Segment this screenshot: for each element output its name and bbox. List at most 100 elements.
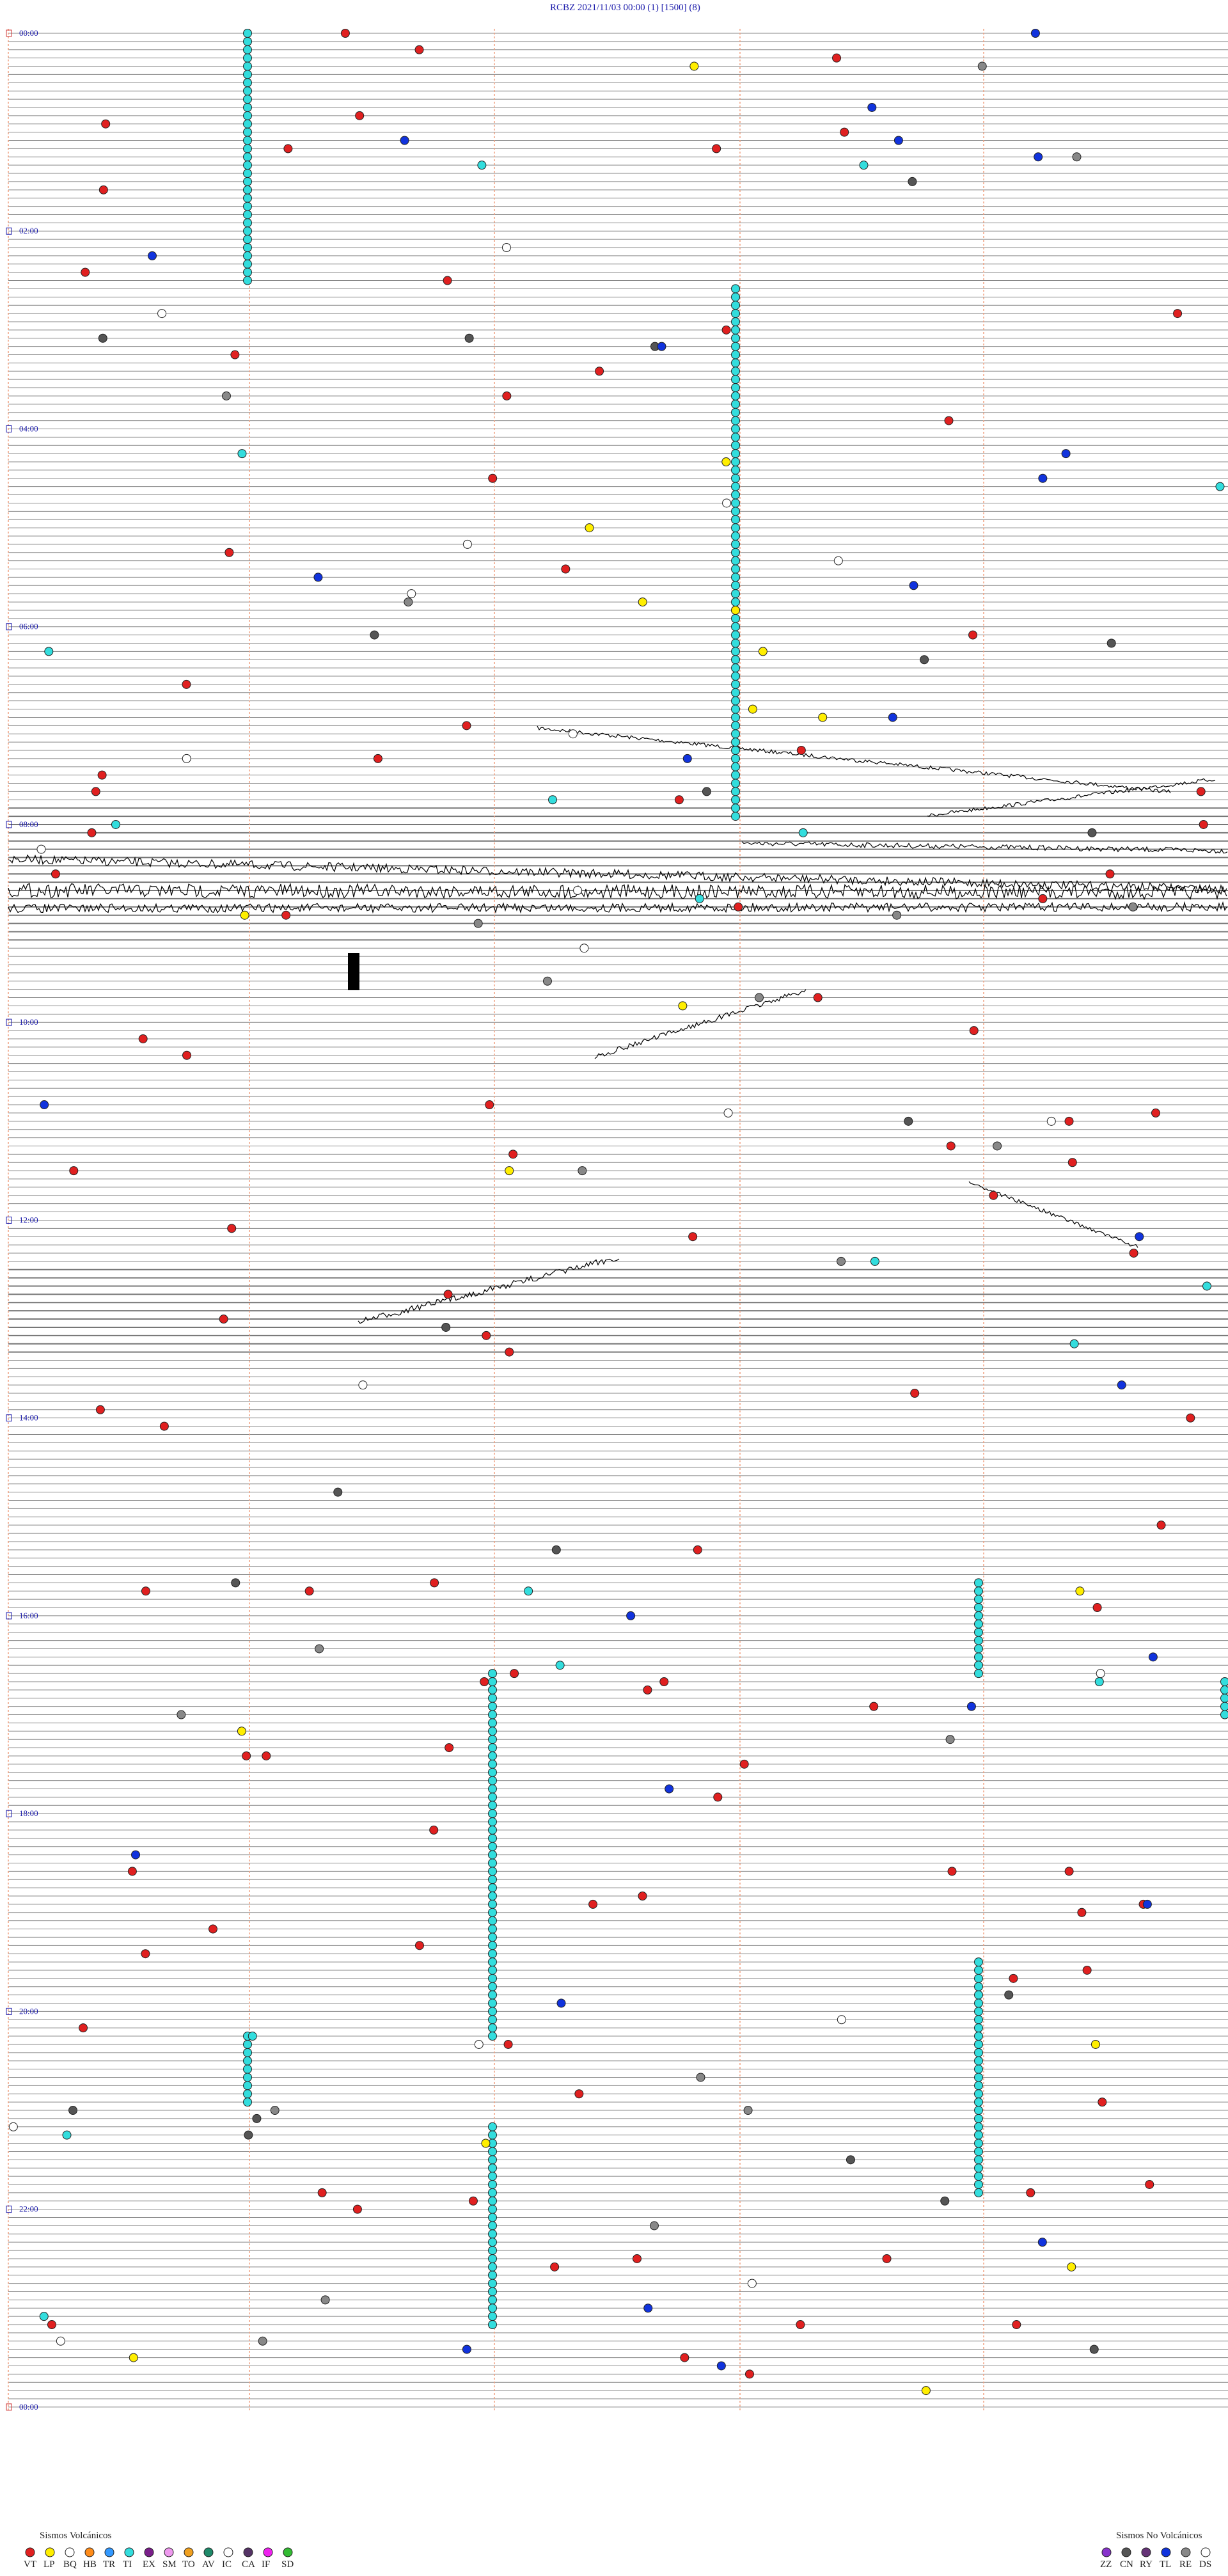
event [488, 2172, 497, 2181]
event [1004, 1990, 1014, 2000]
event [657, 342, 666, 351]
event [244, 2130, 253, 2140]
event [632, 2254, 642, 2263]
event [908, 177, 917, 186]
event [731, 696, 740, 706]
event [488, 1842, 497, 1851]
event [1148, 1652, 1158, 1662]
event [141, 1949, 150, 1959]
event [643, 2303, 653, 2313]
event [974, 2114, 983, 2123]
hour-bracket [6, 1018, 12, 1026]
event [462, 2344, 471, 2354]
event [1009, 1973, 1018, 1983]
event [243, 235, 252, 244]
event [731, 622, 740, 631]
event [243, 78, 252, 88]
event [1064, 1867, 1074, 1876]
legend-label: VT [24, 2559, 36, 2570]
legend-label: IF [262, 2559, 270, 2570]
event [731, 399, 740, 409]
event [243, 2073, 252, 2082]
legend-swatch [1181, 2547, 1191, 2557]
event [974, 1636, 983, 1645]
event [87, 828, 97, 837]
event [477, 161, 487, 170]
event [731, 754, 740, 763]
event [488, 1867, 497, 1876]
event [747, 2279, 757, 2288]
event [488, 2238, 497, 2247]
event [974, 2172, 983, 2181]
event [665, 1784, 674, 1794]
event [488, 2188, 497, 2197]
event [867, 102, 877, 112]
event [731, 688, 740, 697]
event [98, 333, 107, 343]
event [974, 2007, 983, 2016]
event [1038, 894, 1048, 903]
event [243, 2064, 252, 2074]
event [974, 1990, 983, 2000]
event [796, 2320, 805, 2330]
event [731, 679, 740, 689]
event [731, 738, 740, 747]
event [892, 910, 902, 920]
event [404, 597, 413, 607]
event [731, 787, 740, 796]
event [731, 704, 740, 714]
event [731, 647, 740, 656]
legend-label: TR [103, 2559, 115, 2570]
event [796, 745, 806, 755]
event [974, 2081, 983, 2090]
event [488, 2007, 497, 2016]
event [488, 2254, 497, 2263]
event [1173, 309, 1183, 319]
event [157, 309, 167, 319]
legend-label: TL [1160, 2559, 1171, 2570]
event [488, 1727, 497, 1736]
event [464, 333, 474, 343]
event [81, 267, 90, 277]
event [731, 284, 740, 294]
event [1075, 1586, 1085, 1596]
event [79, 2023, 88, 2033]
event [974, 1982, 983, 1991]
event [243, 193, 252, 203]
legend-label: IC [222, 2559, 232, 2570]
legend-label: TO [182, 2559, 195, 2570]
event [98, 185, 108, 194]
event [731, 605, 741, 615]
event [231, 1578, 240, 1588]
event [731, 325, 740, 335]
event [920, 655, 929, 665]
event [1077, 1908, 1087, 1917]
event [731, 358, 740, 368]
event [47, 2320, 56, 2330]
waveform [927, 778, 1216, 817]
event [488, 2015, 497, 2025]
event [832, 53, 842, 63]
event [974, 2015, 983, 2025]
event [909, 581, 918, 590]
event [488, 1751, 497, 1760]
event [1061, 449, 1071, 459]
event [462, 539, 472, 549]
event [243, 36, 252, 46]
event [731, 482, 740, 491]
event [227, 1224, 237, 1233]
event [243, 2081, 252, 2090]
legend-swatch [45, 2547, 55, 2557]
event [488, 2320, 497, 2330]
event [974, 2130, 983, 2140]
event [682, 754, 692, 763]
event [974, 2188, 983, 2197]
event [488, 1702, 497, 1711]
event [1037, 2238, 1047, 2247]
event [243, 267, 252, 277]
event [731, 383, 740, 393]
event [243, 259, 252, 269]
event [974, 1998, 983, 2008]
time-label: 00:00 [19, 2402, 38, 2412]
event [243, 53, 252, 63]
